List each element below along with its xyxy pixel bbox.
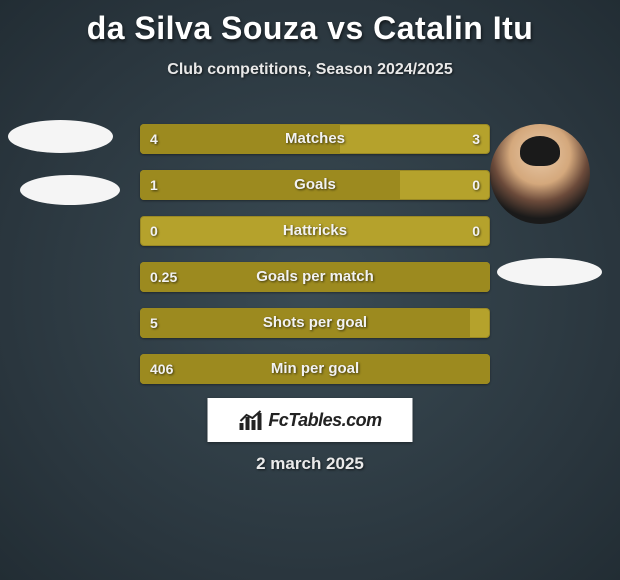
stat-value-right: 3 xyxy=(472,124,480,154)
avatar-placeholder-left-2 xyxy=(20,175,120,205)
stat-row: 1Goals0 xyxy=(140,170,490,200)
logo-text: FcTables.com xyxy=(268,410,381,431)
avatar-player-right xyxy=(490,124,590,224)
stat-row: 5Shots per goal xyxy=(140,308,490,338)
stat-row: 4Matches3 xyxy=(140,124,490,154)
subtitle: Club competitions, Season 2024/2025 xyxy=(0,61,620,79)
page-title: da Silva Souza vs Catalin Itu xyxy=(0,0,620,47)
stat-value-right: 0 xyxy=(472,170,480,200)
logo-box: FcTables.com xyxy=(208,398,413,442)
stat-row: 0.25Goals per match xyxy=(140,262,490,292)
stat-label: Matches xyxy=(140,124,490,154)
stat-label: Shots per goal xyxy=(140,308,490,338)
stat-label: Hattricks xyxy=(140,216,490,246)
avatar-placeholder-right-2 xyxy=(497,258,602,286)
stat-label: Goals per match xyxy=(140,262,490,292)
stat-row: 0Hattricks0 xyxy=(140,216,490,246)
avatar-placeholder-left-1 xyxy=(8,120,113,153)
stat-label: Goals xyxy=(140,170,490,200)
date-label: 2 march 2025 xyxy=(0,454,620,474)
stat-label: Min per goal xyxy=(140,354,490,384)
stats-bars: 4Matches31Goals00Hattricks00.25Goals per… xyxy=(140,124,490,400)
stat-value-right: 0 xyxy=(472,216,480,246)
stat-row: 406Min per goal xyxy=(140,354,490,384)
fctables-icon xyxy=(238,409,264,431)
